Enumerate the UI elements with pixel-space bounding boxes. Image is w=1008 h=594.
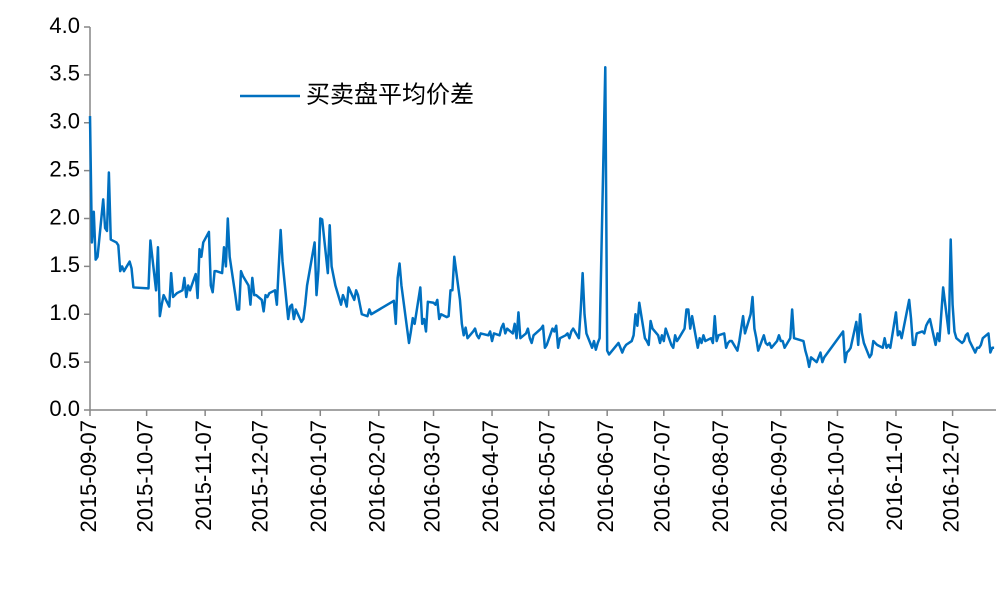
- x-tick-label: 2016-04-07: [478, 420, 503, 533]
- x-tick-label: 2016-11-07: [882, 420, 907, 531]
- y-tick-label: 1.0: [49, 300, 80, 325]
- y-tick-label: 2.0: [49, 204, 80, 229]
- x-tick-label: 2016-10-07: [823, 420, 848, 533]
- y-tick-label: 3.0: [49, 109, 80, 134]
- legend-label: 买卖盘平均价差: [306, 81, 474, 108]
- x-tick-label: 2016-12-07: [938, 420, 963, 533]
- y-tick-label: 3.5: [49, 61, 80, 86]
- y-tick-label: 2.5: [49, 156, 80, 181]
- x-tick-label: 2016-09-07: [767, 420, 792, 533]
- y-tick-label: 0.5: [49, 348, 80, 373]
- x-tick-label: 2015-09-07: [76, 420, 101, 533]
- x-tick-label: 2016-01-07: [306, 420, 331, 533]
- y-tick-label: 0.0: [49, 396, 80, 421]
- x-tick-label: 2015-12-07: [248, 420, 273, 533]
- x-tick-label: 2016-05-07: [534, 420, 559, 533]
- x-tick-label: 2016-02-07: [365, 420, 390, 533]
- series-line: [88, 65, 995, 369]
- y-tick-label: 1.5: [49, 252, 80, 277]
- x-tick-label: 2016-08-07: [708, 420, 733, 533]
- x-tick-label: 2016-03-07: [419, 420, 444, 533]
- x-tick-label: 2015-10-07: [132, 420, 157, 533]
- y-tick-label: 4.0: [49, 13, 80, 38]
- x-tick-label: 2016-06-07: [593, 420, 618, 533]
- x-tick-label: 2016-07-07: [650, 420, 675, 533]
- x-tick-label: 2015-11-07: [191, 420, 216, 531]
